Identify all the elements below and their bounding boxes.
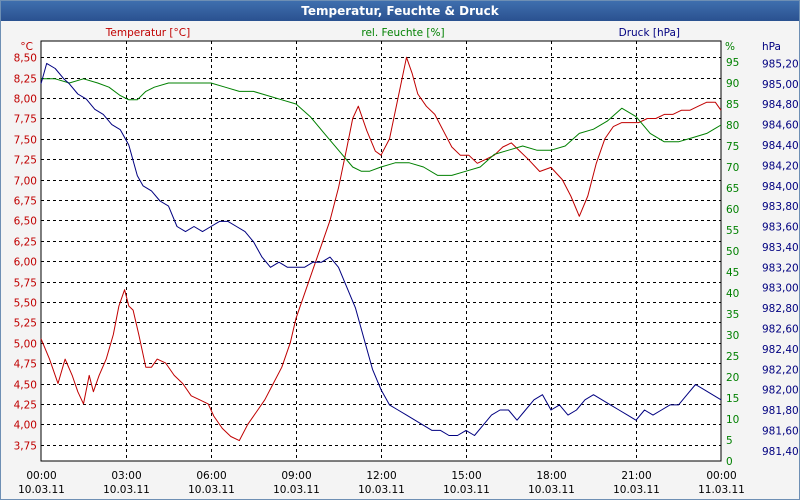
temp-tick-label: 8,50 <box>14 53 37 65</box>
pressure-tick-label: 982,80 <box>762 303 799 315</box>
temp-tick-label: 6,75 <box>14 196 37 208</box>
pressure-tick-label: 983,80 <box>762 201 799 213</box>
temp-tick-label: 8,00 <box>14 94 37 106</box>
x-tick-date: 10.03.11 <box>103 484 150 496</box>
temp-tick-label: 4,50 <box>14 380 37 392</box>
series-line-hum <box>41 78 722 176</box>
humidity-tick-label: 70 <box>726 162 739 174</box>
humidity-unit-label: % <box>725 41 735 53</box>
humidity-tick-label: 85 <box>726 99 739 111</box>
humidity-tick-label: 60 <box>726 204 739 216</box>
humidity-tick-label: 50 <box>726 246 739 258</box>
pressure-tick-label: 982,60 <box>762 323 799 335</box>
x-tick-date: 11.03.11 <box>698 484 745 496</box>
humidity-tick-label: 80 <box>726 120 739 132</box>
temp-tick-label: 7,25 <box>14 155 37 167</box>
pressure-tick-label: 984,20 <box>762 160 799 172</box>
humidity-axis-label: rel. Feuchte [%] <box>361 27 444 39</box>
x-tick-date: 10.03.11 <box>528 484 575 496</box>
humidity-tick-label: 75 <box>726 141 739 153</box>
temp-tick-label: 6,00 <box>14 257 37 269</box>
x-tick-date: 10.03.11 <box>613 484 660 496</box>
pressure-tick-label: 985,00 <box>762 79 799 91</box>
humidity-tick-label: 65 <box>726 183 739 195</box>
x-tick-date: 10.03.11 <box>443 484 490 496</box>
humidity-tick-label: 30 <box>726 330 739 342</box>
pressure-tick-label: 981,80 <box>762 405 799 417</box>
humidity-tick-label: 25 <box>726 351 739 363</box>
pressure-tick-label: 984,00 <box>762 181 799 193</box>
temp-tick-label: 4,00 <box>14 420 37 432</box>
temp-tick-label: 7,50 <box>14 135 37 147</box>
temp-tick-label: 5,25 <box>14 318 37 330</box>
temp-tick-label: 5,75 <box>14 278 37 290</box>
pressure-tick-label: 982,00 <box>762 385 799 397</box>
pressure-tick-label: 983,40 <box>762 242 799 254</box>
pressure-tick-label: 983,00 <box>762 283 799 295</box>
humidity-tick-label: 40 <box>726 288 739 300</box>
temp-tick-label: 4,75 <box>14 359 37 371</box>
humidity-tick-label: 90 <box>726 78 739 90</box>
pressure-tick-label: 985,20 <box>762 58 799 70</box>
x-tick-time: 00:00 <box>706 470 736 482</box>
humidity-tick-label: 10 <box>726 414 739 426</box>
temp-tick-label: 5,50 <box>14 298 37 310</box>
series-line-temp <box>40 56 722 442</box>
humidity-tick-label: 5 <box>726 435 733 447</box>
pressure-tick-label: 984,40 <box>762 140 799 152</box>
humidity-tick-label: 35 <box>726 309 739 321</box>
x-tick-time: 18:00 <box>536 470 566 482</box>
temp-tick-label: 6,25 <box>14 237 37 249</box>
x-tick-time: 21:00 <box>621 470 651 482</box>
pressure-axis-label: Druck [hPa] <box>619 27 680 39</box>
humidity-tick-label: 15 <box>726 393 739 405</box>
x-tick-time: 12:00 <box>366 470 396 482</box>
humidity-tick-label: 0 <box>726 456 733 468</box>
pressure-tick-label: 983,20 <box>762 262 799 274</box>
x-tick-time: 03:00 <box>111 470 141 482</box>
humidity-tick-label: 95 <box>726 57 739 69</box>
x-tick-date: 10.03.11 <box>18 484 65 496</box>
x-tick-time: 09:00 <box>281 470 311 482</box>
pressure-tick-label: 984,80 <box>762 99 799 111</box>
pressure-tick-label: 981,60 <box>762 425 799 437</box>
x-tick-time: 00:00 <box>26 470 56 482</box>
chart-title: Temperatur, Feuchte & Druck <box>1 1 799 21</box>
temp-tick-label: 4,25 <box>14 400 37 412</box>
temp-unit-label: °C <box>20 41 33 53</box>
temp-axis-label: Temperatur [°C] <box>105 27 190 39</box>
temp-tick-label: 6,50 <box>14 216 37 228</box>
humidity-tick-label: 20 <box>726 372 739 384</box>
temp-tick-label: 8,25 <box>14 74 37 86</box>
x-tick-time: 06:00 <box>196 470 226 482</box>
pressure-tick-label: 981,40 <box>762 446 799 458</box>
x-tick-time: 15:00 <box>451 470 481 482</box>
temp-tick-label: 7,00 <box>14 176 37 188</box>
x-tick-date: 10.03.11 <box>358 484 405 496</box>
humidity-tick-label: 45 <box>726 267 739 279</box>
temp-tick-label: 5,00 <box>14 339 37 351</box>
x-tick-date: 10.03.11 <box>273 484 320 496</box>
pressure-tick-label: 984,60 <box>762 120 799 132</box>
pressure-tick-label: 982,40 <box>762 344 799 356</box>
temp-tick-label: 7,75 <box>14 114 37 126</box>
x-tick-date: 10.03.11 <box>188 484 235 496</box>
series-line-press <box>40 62 722 436</box>
pressure-tick-label: 983,60 <box>762 222 799 234</box>
temp-tick-label: 3,75 <box>14 441 37 453</box>
humidity-tick-label: 55 <box>726 225 739 237</box>
pressure-unit-label: hPa <box>762 41 781 53</box>
pressure-tick-label: 982,20 <box>762 364 799 376</box>
